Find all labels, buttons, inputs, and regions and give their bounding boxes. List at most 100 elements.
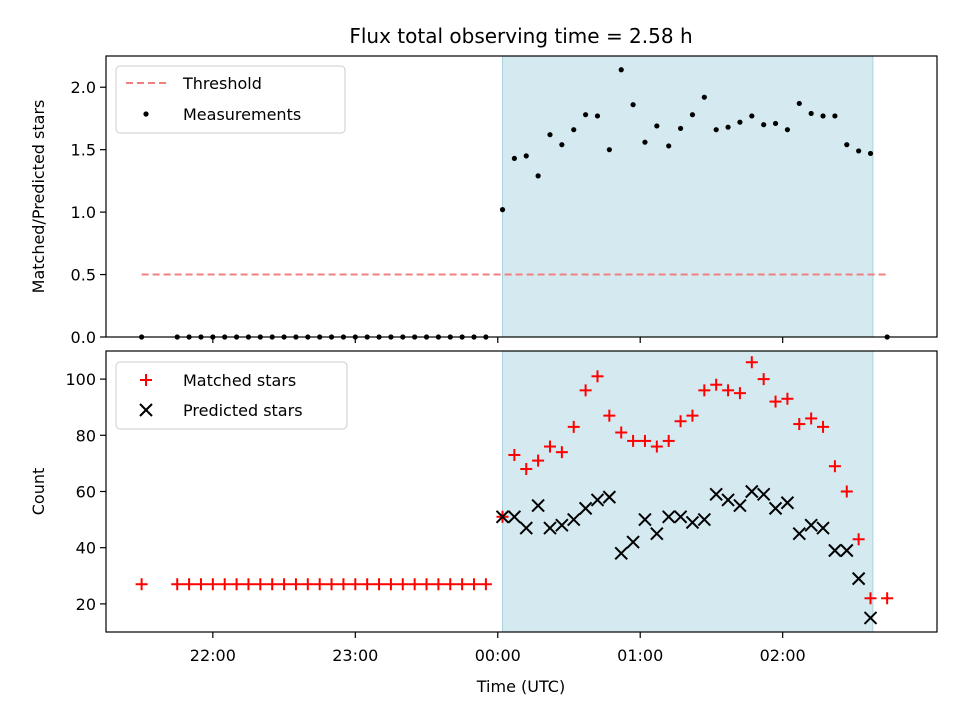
matched-star-point: [218, 578, 231, 591]
matched-star-point: [579, 384, 592, 397]
measurement-point: [630, 102, 636, 108]
measurement-point: [820, 113, 826, 119]
matched-star-point: [769, 395, 782, 408]
matched-star-point: [278, 578, 291, 591]
measurement-point: [666, 143, 672, 149]
measurement-point: [511, 155, 517, 162]
matched-star-point: [373, 578, 386, 591]
matched-star-point: [313, 578, 326, 591]
predicted-star-point: [614, 546, 628, 561]
matched-star-point: [555, 446, 568, 459]
measurement-point: [571, 127, 577, 133]
predicted-star-point: [840, 543, 854, 558]
matched-star-point: [266, 578, 279, 591]
matched-star-point: [650, 440, 663, 453]
y-tick-label: 1.5: [71, 141, 96, 160]
top-panel-x-ticks: [212, 337, 784, 343]
bottom-panel-observing-window: [502, 350, 874, 633]
matched-star-point: [781, 392, 794, 405]
matched-star-point: [171, 578, 184, 591]
predicted-star-point: [709, 487, 723, 502]
measurement-point: [796, 100, 802, 107]
measurement-point: [594, 113, 601, 119]
matched-star-point: [603, 409, 616, 422]
top-legend-measurements-swatch: [143, 111, 149, 117]
bottom-panel-legend: Matched stars Predicted stars: [115, 361, 348, 430]
predicted-star-point: [602, 490, 617, 504]
predicted-star-point: [828, 543, 842, 558]
chart-title: Flux total observing time = 2.58 h: [349, 24, 692, 48]
predicted-star-point: [804, 518, 818, 532]
top-panel-frame: [105, 55, 938, 338]
matched-star-point: [520, 463, 533, 476]
matched-star-point: [686, 409, 699, 422]
matched-star-point: [662, 434, 675, 447]
measurement-point: [867, 150, 874, 157]
matched-star-point: [793, 418, 806, 431]
top-panel: 0.00.51.01.52.0 Matched/Predicted stars …: [29, 55, 938, 347]
matched-star-point: [468, 578, 481, 591]
matched-star-point: [591, 370, 604, 383]
measurement-point: [606, 147, 612, 153]
bottom-legend-box: [115, 361, 348, 430]
measurement-point: [725, 124, 731, 130]
bottom-panel-x-axis-label: Time (UTC): [476, 677, 565, 696]
y-tick-label: 0.5: [71, 266, 96, 285]
matched-star-point: [638, 434, 651, 447]
matched-star-point: [349, 578, 362, 591]
measurement-point: [844, 142, 850, 148]
matched-star-point: [532, 454, 545, 467]
predicted-star-point: [507, 510, 522, 524]
matched-star-point: [817, 420, 830, 433]
y-tick-label: 1.0: [71, 203, 96, 222]
predicted-star-point: [673, 510, 688, 524]
predicted-star-point: [697, 512, 712, 527]
matched-star-point: [627, 434, 640, 447]
top-legend-measurements-label: Measurements: [183, 105, 301, 124]
predicted-star-point: [626, 535, 640, 549]
top-panel-legend: Threshold Measurements: [115, 65, 346, 134]
predicted-star-point: [851, 571, 866, 586]
matched-star-point: [543, 440, 556, 453]
x-tick-label: 02:00: [760, 646, 806, 665]
matched-star-point: [230, 578, 243, 591]
matched-star-point: [805, 412, 818, 425]
matched-star-point: [710, 378, 723, 391]
predicted-star-point: [661, 510, 676, 524]
matched-star-point: [361, 578, 374, 591]
measurement-point: [559, 142, 565, 148]
matched-star-point: [384, 578, 397, 591]
y-tick-label: 20: [76, 595, 96, 614]
measurement-point: [677, 125, 684, 132]
matched-star-point: [615, 426, 628, 439]
predicted-star-point: [543, 521, 557, 535]
measurement-point: [654, 123, 660, 129]
measurement-point: [523, 153, 529, 159]
predicted-star-point: [733, 498, 747, 513]
predicted-star-point: [768, 501, 783, 516]
predicted-star-point: [745, 484, 759, 499]
matched-star-point: [674, 415, 687, 428]
matched-star-point: [852, 533, 865, 546]
predicted-star-point: [578, 501, 593, 516]
predicted-star-point: [721, 493, 735, 507]
measurement-point: [689, 112, 696, 118]
top-panel-y-ticks: 0.0 0.5 1.0 1.5 2.0: [71, 78, 106, 347]
matched-star-point: [242, 578, 255, 591]
x-tick-label: 22:00: [190, 646, 236, 665]
predicted-star-point: [495, 510, 510, 524]
matched-star-point: [408, 578, 421, 591]
predicted-star-point: [863, 611, 878, 625]
measurement-point: [618, 67, 624, 73]
predicted-star-point: [638, 512, 652, 527]
measurement-point: [642, 139, 648, 145]
x-tick-label: 00:00: [475, 646, 521, 665]
measurement-point: [761, 122, 767, 128]
matched-star-point: [194, 578, 207, 591]
matched-star-point: [301, 578, 314, 591]
bottom-panel-y-ticks: 20 40 60 80 100: [65, 370, 106, 614]
matched-star-point: [757, 373, 770, 386]
matched-star-point: [864, 592, 877, 605]
y-tick-label: 100: [65, 370, 96, 389]
